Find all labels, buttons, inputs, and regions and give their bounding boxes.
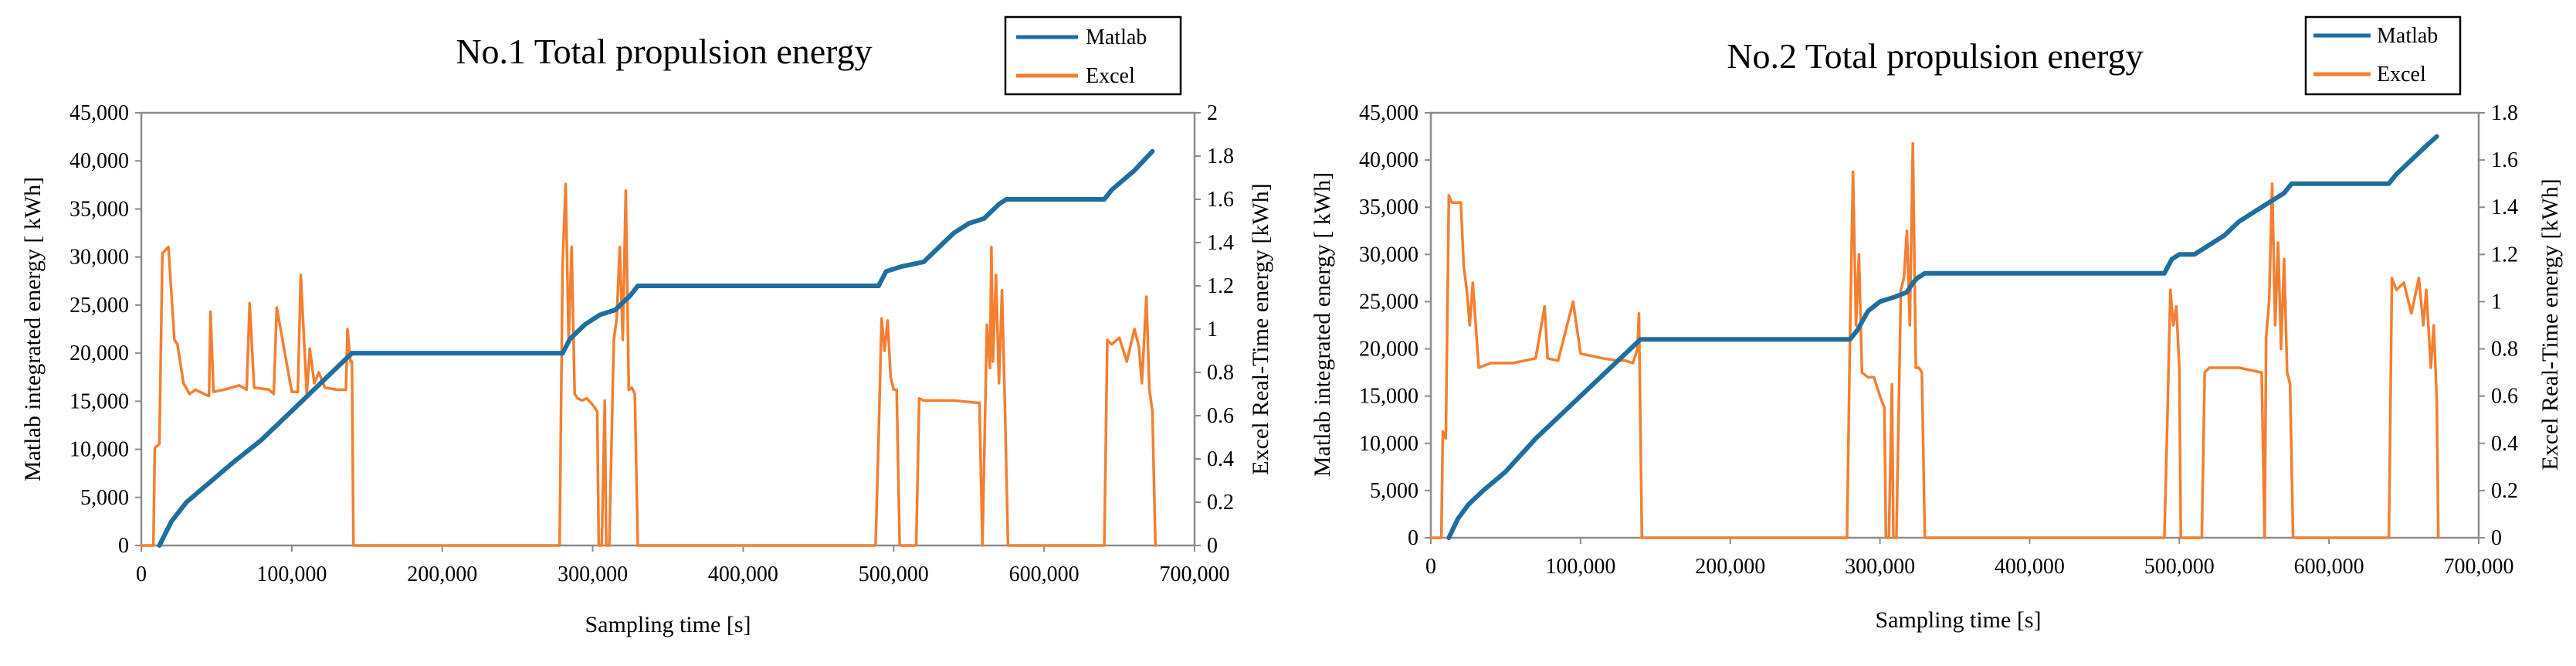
series-line-excel bbox=[1429, 141, 2440, 539]
legend: Matlab Excel bbox=[2304, 15, 2462, 96]
plot-layer bbox=[135, 112, 1201, 552]
legend: Matlab Excel bbox=[1004, 15, 1182, 96]
chart-no1-total-propulsion-energy: No.1 Total propulsion energy Matlab Exce… bbox=[20, 15, 1273, 637]
legend-label-excel: Excel bbox=[1086, 64, 1135, 88]
y-tick-label: 10,000 bbox=[69, 438, 129, 462]
x-axis-label: Sampling time [s] bbox=[585, 612, 751, 637]
y2-tick-label: 1.8 bbox=[1207, 144, 1234, 168]
legend-box bbox=[1004, 15, 1182, 96]
y2-tick-label: 0.4 bbox=[1207, 447, 1234, 471]
x-tick-label: 200,000 bbox=[1695, 555, 1765, 579]
y-axis-label: Matlab integrated energy [ kWh] bbox=[20, 177, 46, 481]
y2-tick-label: 0.4 bbox=[2491, 432, 2518, 456]
x-tick-label: 400,000 bbox=[708, 562, 778, 586]
x-tick-label: 600,000 bbox=[1009, 562, 1080, 586]
y2-tick-label: 0.2 bbox=[2491, 479, 2518, 503]
x-tick-label: 700,000 bbox=[2444, 555, 2514, 579]
x-tick-label: 0 bbox=[136, 562, 147, 586]
y2-tick-label: 1.2 bbox=[1207, 274, 1234, 298]
x-tick-label: 300,000 bbox=[1845, 555, 1915, 579]
x-tick-label: 500,000 bbox=[859, 562, 929, 586]
x-axis-label: Sampling time [s] bbox=[1876, 607, 2042, 633]
y-tick-label: 30,000 bbox=[1359, 243, 1418, 267]
x-tick-label: 300,000 bbox=[558, 562, 628, 586]
x-tick-label: 200,000 bbox=[407, 562, 477, 586]
y2-tick-label: 1.4 bbox=[1207, 231, 1234, 255]
y2-tick-label: 0.8 bbox=[2491, 338, 2518, 362]
chart-title: No.2 Total propulsion energy bbox=[1727, 36, 2143, 76]
y-tick-label: 5,000 bbox=[1370, 479, 1418, 503]
x-tick-label: 700,000 bbox=[1160, 562, 1230, 586]
y2-tick-label: 0.8 bbox=[1207, 361, 1234, 385]
plot-area bbox=[1429, 111, 2480, 539]
legend-label-excel: Excel bbox=[2377, 63, 2426, 87]
legend-label-matlab: Matlab bbox=[1086, 25, 1147, 49]
plot-layer bbox=[1425, 112, 2485, 544]
y2-tick-label: 1.8 bbox=[2491, 101, 2518, 125]
x-tick-label: 400,000 bbox=[1995, 555, 2065, 579]
y2-tick-label: 0.2 bbox=[1207, 491, 1234, 515]
y-axis-label: Matlab integrated energy [ kWh] bbox=[1310, 172, 1335, 477]
y2-tick-label: 2 bbox=[1207, 101, 1218, 125]
y-tick-label: 5,000 bbox=[80, 486, 129, 510]
y-tick-label: 10,000 bbox=[1359, 432, 1418, 456]
y-tick-label: 45,000 bbox=[1359, 101, 1418, 125]
x-tick-label: 100,000 bbox=[256, 562, 327, 586]
series-line-matlab bbox=[1446, 134, 2439, 540]
x-tick-label: 0 bbox=[1425, 555, 1436, 579]
y-tick-label: 40,000 bbox=[69, 149, 129, 173]
y-tick-label: 25,000 bbox=[1359, 290, 1418, 314]
y-tick-label: 30,000 bbox=[69, 246, 129, 270]
x-tick-label: 500,000 bbox=[2144, 555, 2215, 579]
y-tick-label: 35,000 bbox=[1359, 195, 1418, 219]
y-tick-label: 45,000 bbox=[69, 101, 129, 125]
y-tick-label: 40,000 bbox=[1359, 148, 1418, 172]
y2-axis-label: Excel Real-Time energy [kWh] bbox=[1248, 183, 1273, 474]
y2-tick-label: 1.6 bbox=[2491, 148, 2518, 172]
x-tick-label: 100,000 bbox=[1545, 555, 1615, 579]
x-tick-label: 600,000 bbox=[2294, 555, 2364, 579]
y-tick-label: 0 bbox=[1408, 526, 1418, 550]
y2-tick-label: 1.2 bbox=[2491, 243, 2518, 267]
legend-box bbox=[2304, 15, 2462, 96]
y-tick-label: 35,000 bbox=[69, 197, 129, 221]
y2-tick-label: 0.6 bbox=[1207, 404, 1234, 428]
y2-tick-label: 1 bbox=[1207, 318, 1218, 341]
y-tick-label: 20,000 bbox=[1359, 338, 1418, 362]
y2-tick-label: 0.6 bbox=[2491, 385, 2518, 409]
y2-axis-label: Excel Real-Time energy [kWh] bbox=[2537, 178, 2563, 470]
y2-tick-label: 1.4 bbox=[2491, 195, 2518, 219]
y-tick-label: 20,000 bbox=[69, 341, 129, 365]
legend-label-matlab: Matlab bbox=[2377, 24, 2438, 48]
y2-tick-label: 1 bbox=[2491, 290, 2502, 314]
y-tick-label: 15,000 bbox=[69, 389, 129, 413]
y2-tick-label: 0 bbox=[1207, 534, 1218, 558]
chart-no2-total-propulsion-energy: No.2 Total propulsion energy Matlab Exce… bbox=[1310, 15, 2563, 633]
y2-tick-label: 0 bbox=[2491, 526, 2502, 550]
series-line-excel bbox=[140, 182, 1158, 547]
y2-tick-label: 1.6 bbox=[1207, 188, 1234, 212]
chart-title: No.1 Total propulsion energy bbox=[456, 32, 872, 71]
series-line-matlab bbox=[157, 148, 1155, 548]
y-tick-label: 15,000 bbox=[1359, 385, 1418, 409]
y-tick-label: 25,000 bbox=[69, 294, 129, 318]
y-tick-label: 0 bbox=[118, 534, 129, 558]
